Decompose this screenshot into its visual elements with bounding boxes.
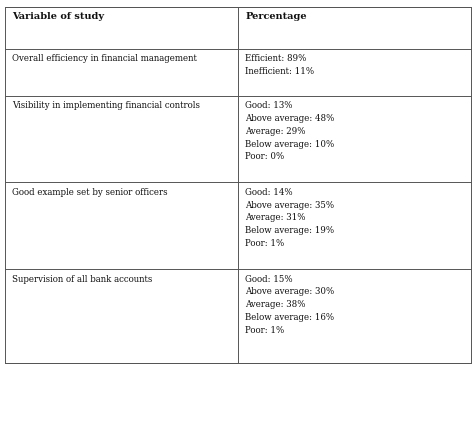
Text: Good: 14%
Above average: 35%
Average: 31%
Below average: 19%
Poor: 1%: Good: 14% Above average: 35% Average: 31…	[245, 188, 334, 248]
Text: Supervision of all bank accounts: Supervision of all bank accounts	[12, 275, 152, 283]
Bar	[5, 7, 471, 363]
Text: Efficient: 89%
Inefficient: 11%: Efficient: 89% Inefficient: 11%	[245, 54, 314, 76]
Text: Good: 15%
Above average: 30%
Average: 38%
Below average: 16%
Poor: 1%: Good: 15% Above average: 30% Average: 38…	[245, 275, 334, 335]
Text: Visibility in implementing financial controls: Visibility in implementing financial con…	[12, 101, 200, 110]
Text: Good example set by senior officers: Good example set by senior officers	[12, 188, 168, 197]
Text: Variable of study: Variable of study	[12, 12, 104, 21]
Text: Percentage: Percentage	[245, 12, 307, 21]
Text: Overall efficiency in financial management: Overall efficiency in financial manageme…	[12, 54, 197, 63]
Text: Good: 13%
Above average: 48%
Average: 29%
Below average: 10%
Poor: 0%: Good: 13% Above average: 48% Average: 29…	[245, 101, 335, 162]
